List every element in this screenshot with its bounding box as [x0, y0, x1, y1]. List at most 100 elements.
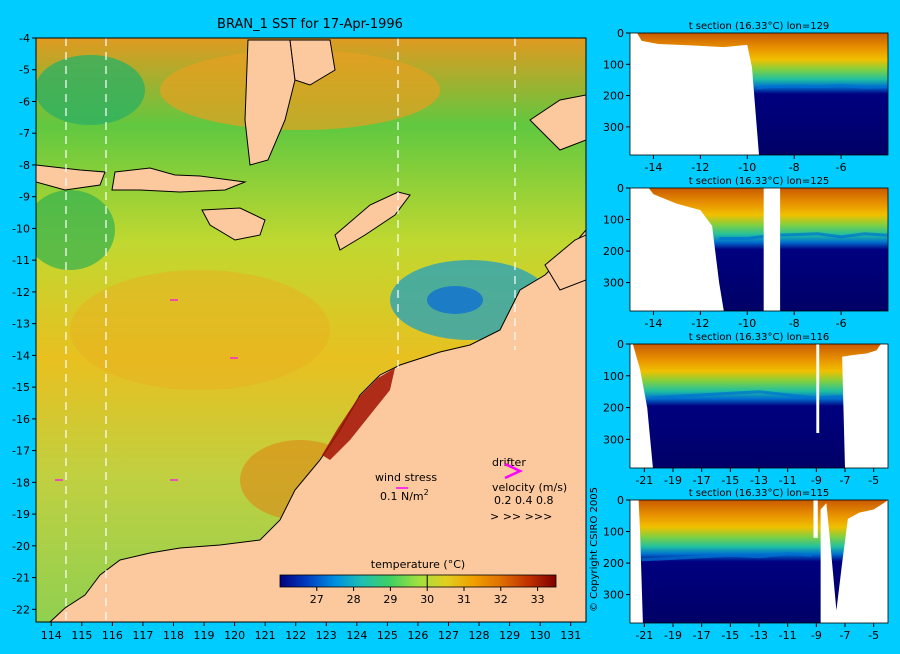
section-y-tick-label: 100 — [603, 214, 624, 227]
y-tick-label: -13 — [12, 318, 30, 331]
section-y-tick-label: 0 — [617, 27, 624, 40]
section-land-mask — [630, 33, 759, 155]
x-tick-label: 128 — [469, 629, 490, 642]
wind-stress-value: 0.1 N/m2 — [380, 488, 429, 503]
sst-map: -4 -5 -6 -7 -8 -9 -10 -11 -12 -13 -14 -15 -16 -17 -18 -… — [12, 32, 587, 642]
section-x-tick-label: -17 — [693, 629, 711, 642]
section-x-tick-label: -6 — [836, 317, 847, 330]
wind-stress-arrows — [55, 299, 238, 481]
section-x-tick-label: -7 — [840, 629, 851, 642]
y-tick-label: -12 — [12, 286, 30, 299]
section-title: t section (16.33°C) lon=129 — [689, 21, 830, 32]
land-island — [334, 191, 411, 251]
map-y-axis: -4 -5 -6 -7 -8 -9 -10 -11 -12 -13 -14 -15 -16 -17 -18 -… — [12, 32, 36, 616]
land-island — [544, 234, 586, 291]
x-tick-label: 118 — [163, 629, 184, 642]
y-tick-label: -14 — [12, 349, 30, 362]
land-island — [289, 39, 336, 86]
section-x-tick-label: -21 — [635, 474, 653, 487]
section-land-mask — [842, 344, 888, 468]
section-y-tick-label: 300 — [603, 433, 624, 446]
x-tick-label: 116 — [102, 629, 123, 642]
section-y-tick-label: 300 — [603, 121, 624, 134]
section-y-tick-label: 0 — [617, 338, 624, 351]
section-y-tick-label: 100 — [603, 58, 624, 71]
drifter-arrow — [504, 462, 523, 480]
colorbar-label: temperature (°C) — [371, 558, 465, 571]
section-panel: t section (16.33°C) lon=115 0 100 200 300 -21… — [603, 488, 889, 642]
x-tick-label: 129 — [499, 629, 520, 642]
section-title: t section (16.33°C) lon=116 — [689, 332, 830, 343]
section-x-tick-label: -14 — [644, 317, 662, 330]
colorbar-ticks: 27 28 29 30 31 32 33 — [310, 575, 545, 606]
section-x-tick-label: -12 — [691, 161, 709, 174]
y-tick-label: -19 — [12, 508, 30, 521]
section-y-tick-label: 200 — [603, 402, 624, 415]
section-x-tick-label: -6 — [836, 161, 847, 174]
section-panel: t section (16.33°C) lon=125 0 100 200 300 -14… — [603, 176, 889, 330]
section-x-tick-label: -15 — [721, 629, 739, 642]
hot-coastal-water — [322, 368, 395, 460]
cool-water-patch — [427, 286, 483, 314]
map-x-axis: 114 115 116 117 118 119 120 121 122 123 124 125 126 1… — [41, 622, 581, 642]
y-tick-label: -6 — [19, 95, 30, 108]
section-x-tick-label: -10 — [738, 161, 756, 174]
section-x-tick-label: -9 — [811, 474, 822, 487]
x-tick-label: 121 — [255, 629, 276, 642]
y-tick-label: -15 — [12, 381, 30, 394]
y-tick-label: -21 — [12, 572, 30, 585]
section-land-mask — [820, 500, 888, 623]
copyright: © Copyright CSIRO 2005 — [589, 487, 600, 612]
section-land-mask — [630, 188, 724, 311]
colorbar-tick-label: 27 — [310, 593, 324, 606]
section-frame — [629, 32, 889, 156]
section-x-tick-label: -12 — [691, 317, 709, 330]
section-data-gap — [816, 344, 820, 434]
land-island — [529, 94, 586, 151]
section-thermocline — [756, 84, 889, 90]
section-x-tick-label: -5 — [868, 629, 879, 642]
section-x-tick-label: -13 — [750, 474, 768, 487]
section-y-tick-label: 300 — [603, 277, 624, 290]
section-x-tick-label: -19 — [664, 474, 682, 487]
x-tick-label: 115 — [71, 629, 92, 642]
section-x-tick-label: -21 — [635, 629, 653, 642]
section-panel: t section (16.33°C) lon=129 0 100 200 300 -14… — [603, 21, 889, 174]
section-y-tick-label: 200 — [603, 90, 624, 103]
section-x-tick-label: -19 — [664, 629, 682, 642]
section-title: t section (16.33°C) lon=115 — [689, 488, 830, 499]
x-tick-label: 125 — [377, 629, 398, 642]
section-y-tick-label: 300 — [603, 589, 624, 602]
section-panel: t section (16.33°C) lon=116 0 100 200 300 -21… — [603, 332, 889, 487]
x-tick-label: 127 — [438, 629, 459, 642]
section-y-tick-label: 100 — [603, 526, 624, 539]
drifter-label: drifter — [492, 456, 526, 469]
y-tick-label: -16 — [12, 413, 30, 426]
colorbar-tick-label: 30 — [420, 593, 434, 606]
x-tick-label: 122 — [285, 629, 306, 642]
y-tick-label: -5 — [19, 64, 30, 77]
y-tick-label: -18 — [12, 476, 30, 489]
section-x-tick-label: -13 — [750, 629, 768, 642]
section-panels: t section (16.33°C) lon=129 0 100 200 300 -14… — [603, 21, 889, 642]
section-title: t section (16.33°C) lon=125 — [689, 176, 830, 187]
x-tick-label: 126 — [407, 629, 428, 642]
section-x-tick-label: -9 — [811, 629, 822, 642]
x-tick-label: 119 — [194, 629, 215, 642]
y-tick-label: -4 — [19, 32, 30, 45]
section-x-tick-label: -8 — [789, 317, 800, 330]
y-tick-label: -10 — [12, 222, 30, 235]
wind-stress-label: wind stress — [375, 471, 437, 484]
y-tick-label: -7 — [19, 127, 30, 140]
map-title: BRAN_1 SST for 17-Apr-1996 — [217, 17, 403, 32]
section-x-tick-label: -7 — [840, 474, 851, 487]
velocity-arrows: > >> >>> — [490, 510, 552, 523]
colorbar-tick-label: 29 — [383, 593, 397, 606]
section-x-tick-label: -8 — [789, 161, 800, 174]
section-x-tick-label: -5 — [868, 474, 879, 487]
y-tick-label: -17 — [12, 445, 30, 458]
section-land-mask — [630, 344, 653, 468]
y-tick-label: -20 — [12, 540, 30, 553]
cool-water-patch — [36, 55, 145, 125]
